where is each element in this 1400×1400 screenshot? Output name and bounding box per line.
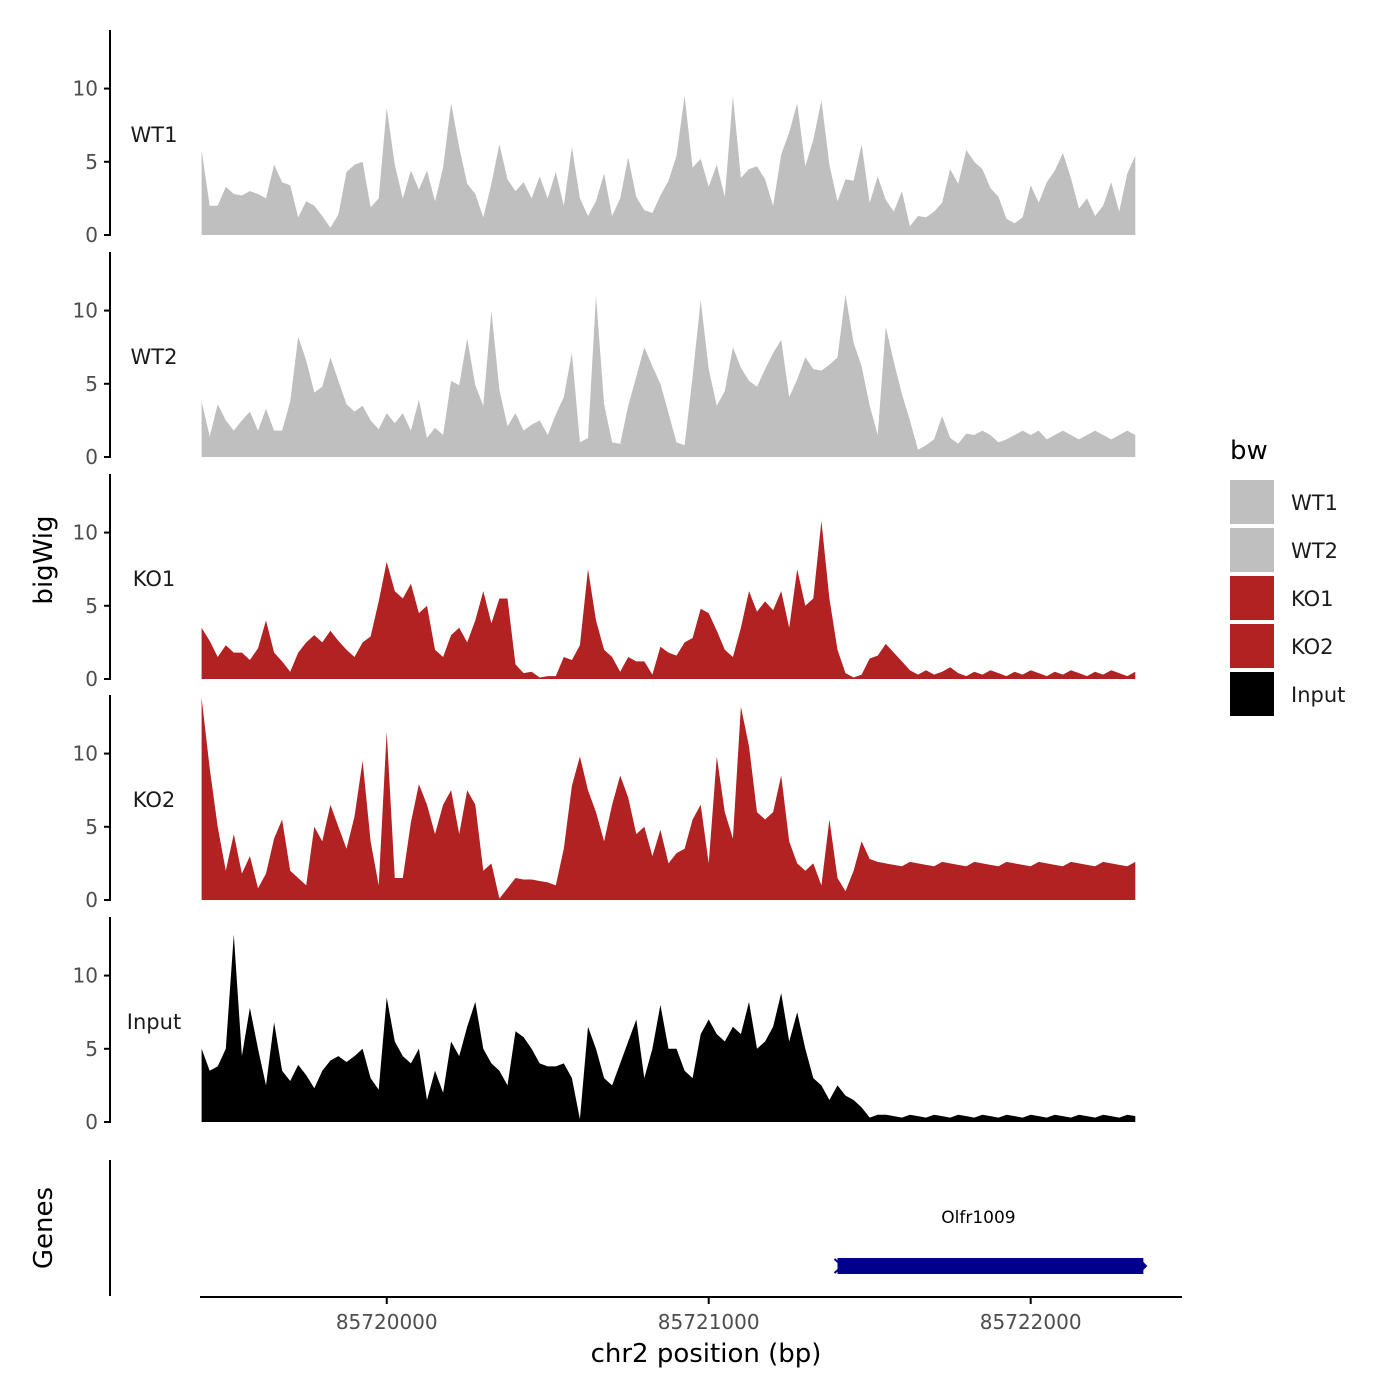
- track-ko1: 0 5 10 KO1: [73, 474, 1136, 691]
- y-tick-label: 0: [85, 1110, 98, 1134]
- coverage-area-input: [201, 934, 1136, 1122]
- x-axis: 85720000 85721000 85722000: [200, 1296, 1182, 1334]
- legend-label-ko2: KO2: [1291, 635, 1334, 659]
- y-tick-label: 10: [73, 742, 98, 766]
- genes-axis-title: Genes: [29, 1187, 59, 1269]
- coverage-area-ko2: [201, 697, 1136, 900]
- track-ko2: 0 5 10 KO2: [73, 695, 1136, 912]
- legend-swatch-ko2: [1230, 624, 1274, 668]
- track-wt2: 0 5 10 WT2: [73, 252, 1136, 469]
- gene-label: Olfr1009: [941, 1208, 1015, 1228]
- track-label-ko1: KO1: [133, 567, 176, 591]
- y-tick-label: 10: [73, 521, 98, 545]
- y-tick-label: 0: [85, 223, 98, 247]
- legend-swatch-ko1: [1230, 576, 1274, 620]
- legend: bw WT1 WT2 KO1 KO2 Input: [1230, 436, 1345, 716]
- track-label-wt2: WT2: [131, 345, 178, 369]
- track-panels: 0 5 10 WT1 0 5 10 WT2 0 5 10 KO1 0 5 10 KO2 0 5 10 Input: [73, 30, 1136, 1134]
- legend-swatch-wt1: [1230, 480, 1274, 524]
- y-tick-label: 5: [85, 372, 98, 396]
- coverage-area-wt1: [201, 95, 1136, 236]
- legend-items: WT1 WT2 KO1 KO2 Input: [1230, 480, 1345, 716]
- legend-label-ko1: KO1: [1291, 587, 1334, 611]
- gene-strand-arrow: [833, 1258, 845, 1274]
- y-tick-label: 0: [85, 445, 98, 469]
- gene-end-arrow: [1141, 1260, 1148, 1272]
- y-tick-label: 5: [85, 815, 98, 839]
- x-tick-label: 85721000: [658, 1310, 760, 1334]
- y-tick-label: 10: [73, 964, 98, 988]
- y-axis-title: bigWig: [29, 515, 59, 604]
- x-ticks: 85720000 85721000 85722000: [336, 1297, 1082, 1334]
- legend-swatch-wt2: [1230, 528, 1274, 572]
- x-axis-title: chr2 position (bp): [591, 1339, 822, 1369]
- legend-title: bw: [1230, 436, 1268, 466]
- y-tick-label: 5: [85, 594, 98, 618]
- y-tick-label: 0: [85, 888, 98, 912]
- y-tick-label: 5: [85, 150, 98, 174]
- gene-marks: Olfr1009: [833, 1208, 1148, 1274]
- legend-label-wt1: WT1: [1291, 491, 1338, 515]
- legend-label-wt2: WT2: [1291, 539, 1338, 563]
- track-wt1: 0 5 10 WT1: [73, 30, 1136, 247]
- gene-body: [837, 1258, 1144, 1274]
- track-input: 0 5 10 Input: [73, 917, 1136, 1134]
- x-tick-label: 85722000: [980, 1310, 1082, 1334]
- y-tick-label: 5: [85, 1037, 98, 1061]
- legend-label-input: Input: [1291, 683, 1345, 707]
- track-label-input: Input: [127, 1010, 181, 1034]
- legend-swatch-input: [1230, 672, 1274, 716]
- y-tick-label: 10: [73, 77, 98, 101]
- y-tick-label: 0: [85, 667, 98, 691]
- y-tick-label: 10: [73, 299, 98, 323]
- coverage-area-wt2: [201, 294, 1136, 457]
- gene-track: Olfr1009: [109, 1160, 1148, 1296]
- x-tick-label: 85720000: [336, 1310, 438, 1334]
- track-label-wt1: WT1: [131, 123, 178, 147]
- track-label-ko2: KO2: [133, 788, 176, 812]
- coverage-area-ko1: [201, 520, 1136, 679]
